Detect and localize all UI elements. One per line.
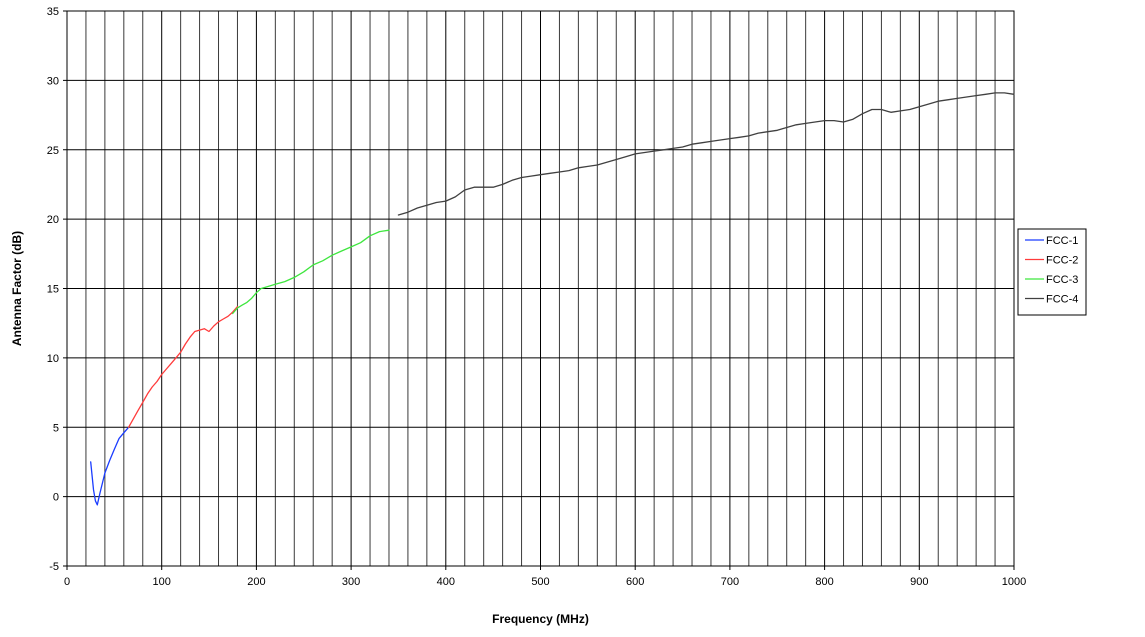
y-tick-label: 10 (47, 353, 59, 365)
legend-items: FCC-1 FCC-2 FCC-3 FCC-4 (1025, 235, 1078, 306)
x-tick-label: 1000 (1002, 576, 1026, 588)
legend-label-fcc-3: FCC-3 (1046, 274, 1078, 286)
x-axis-ticks: 0 100 200 300 400 500 600 700 800 900 1000 (64, 566, 1026, 588)
y-tick-label: -5 (49, 561, 59, 573)
y-tick-label: 25 (47, 145, 59, 157)
y-tick-label: 5 (53, 422, 59, 434)
y-tick-label: 15 (47, 284, 59, 296)
legend-label-fcc-2: FCC-2 (1046, 255, 1078, 267)
x-tick-label: 500 (531, 576, 549, 588)
x-tick-label: 600 (626, 576, 644, 588)
series-layer (90, 92, 1015, 506)
legend-label-fcc-4: FCC-4 (1046, 294, 1078, 306)
legend-label-fcc-1: FCC-1 (1046, 235, 1078, 247)
y-tick-label: 20 (47, 214, 59, 226)
x-tick-label: 300 (342, 576, 360, 588)
x-tick-label: 200 (247, 576, 265, 588)
legend: FCC-1 FCC-2 FCC-3 FCC-4 (1017, 228, 1087, 316)
x-axis-title: Frequency (MHz) (492, 612, 589, 626)
y-tick-label: 35 (47, 6, 59, 18)
x-tick-label: 700 (721, 576, 739, 588)
x-tick-label: 0 (64, 576, 70, 588)
x-tick-label: 100 (153, 576, 171, 588)
x-tick-label: 900 (910, 576, 928, 588)
y-tick-label: 30 (47, 75, 59, 87)
y-tick-label: 0 (53, 492, 59, 504)
series-line-fcc-2 (127, 305, 239, 428)
x-tick-label: 800 (815, 576, 833, 588)
grid-layer (66, 10, 1015, 567)
series-line-fcc-4 (397, 92, 1015, 216)
y-axis-ticks: -5 0 5 10 15 20 25 30 35 (47, 6, 67, 573)
series-line-fcc-1 (90, 426, 130, 506)
x-tick-label: 400 (437, 576, 455, 588)
legend-box (1017, 228, 1087, 316)
series-line-fcc-3 (232, 229, 390, 315)
y-axis-title: Antenna Factor (dB) (10, 231, 24, 346)
